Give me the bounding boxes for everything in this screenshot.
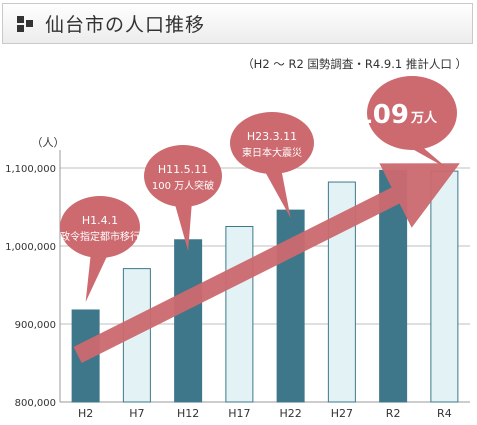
annotation-date: H1.4.1 — [82, 214, 118, 227]
annotation-bubble — [144, 145, 222, 207]
highlight-unit: 万人 — [410, 110, 438, 126]
bar-H17 — [225, 226, 254, 403]
annotation-date: H23.3.11 — [247, 130, 297, 143]
annotation-bubble — [60, 196, 140, 258]
page-title: 仙台市の人口推移 — [45, 14, 206, 36]
y-tick-label: 800,000 — [15, 398, 56, 409]
y-tick-label: 1,000,000 — [5, 242, 56, 253]
annotation-bubble — [230, 112, 314, 174]
logo-mark-icon — [17, 15, 33, 32]
x-tick-label: H27 — [331, 407, 353, 420]
trend-arrow — [73, 163, 460, 364]
y-tick-label: 900,000 — [15, 320, 56, 331]
x-tick-label: R4 — [437, 407, 452, 420]
highlight-bubble — [367, 76, 457, 150]
x-tick-label: R2 — [386, 407, 401, 420]
y-tick-label: 1,100,000 — [5, 164, 56, 175]
annotation-pointer — [85, 252, 109, 302]
annotation-date: H11.5.11 — [158, 163, 208, 176]
annotation-event: 政令指定都市移行 — [60, 230, 140, 243]
annotation-event: 東日本大震災 — [242, 146, 302, 159]
y-axis-label: （人） — [32, 136, 65, 149]
annotation-pointer — [263, 168, 291, 218]
bar-R4 — [430, 170, 459, 403]
highlight-number: 109 — [355, 100, 409, 130]
annotation-event: 100 万人突破 — [152, 179, 214, 192]
bar-H12 — [174, 239, 203, 403]
x-tick-label: H2 — [78, 407, 93, 420]
x-tick-label: H22 — [279, 407, 301, 420]
annotation-pointer — [174, 201, 192, 251]
source-note: （H2 ～ R2 国勢調査・R4.9.1 推計人口 ） — [242, 57, 467, 71]
chart-header: 仙台市の人口推移 — [2, 3, 473, 44]
x-tick-label: H17 — [228, 407, 250, 420]
x-tick-label: H7 — [129, 407, 144, 420]
x-tick-label: H12 — [177, 407, 199, 420]
